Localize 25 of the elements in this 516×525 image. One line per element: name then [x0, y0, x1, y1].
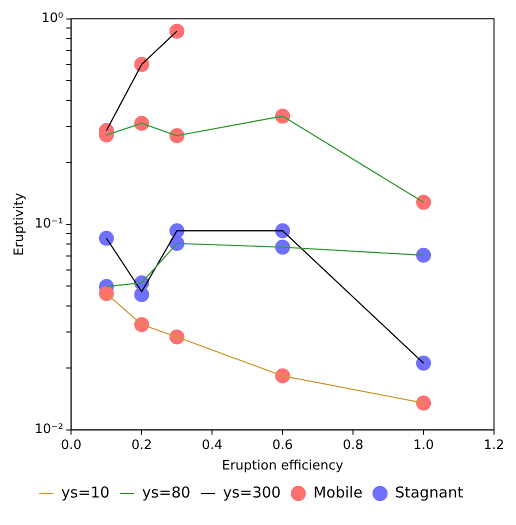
- point: [416, 248, 432, 263]
- point: [169, 24, 184, 39]
- legend-label: Mobile: [313, 483, 363, 502]
- legend-label: ys=300: [222, 483, 281, 502]
- x-axis-title: Eruption efficiency: [222, 458, 344, 474]
- x-tick-label: 0.2: [131, 438, 152, 453]
- x-tick-label: 1.0: [413, 438, 434, 453]
- point: [98, 286, 114, 302]
- y-tick-label: 10⁻¹: [34, 216, 64, 232]
- point: [98, 230, 114, 246]
- legend-label: Stagnant: [395, 483, 464, 502]
- point: [416, 356, 432, 371]
- x-tick-label: 0.4: [202, 438, 222, 453]
- x-tick-label: 1.2: [484, 438, 504, 453]
- point: [416, 396, 432, 411]
- y-tick-label: 10⁰: [41, 11, 64, 26]
- y-axis-title: Eruptivity: [12, 192, 28, 256]
- x-tick-label: 0.8: [342, 438, 364, 453]
- point: [134, 287, 150, 302]
- point: [416, 194, 432, 210]
- x-tick-label: 0.0: [60, 438, 82, 453]
- y-tick-label: 10⁻²: [34, 422, 64, 438]
- legend-label: ys=80: [142, 483, 190, 502]
- x-tick-label: 0.6: [272, 438, 293, 453]
- legend-label: ys=10: [61, 483, 110, 502]
